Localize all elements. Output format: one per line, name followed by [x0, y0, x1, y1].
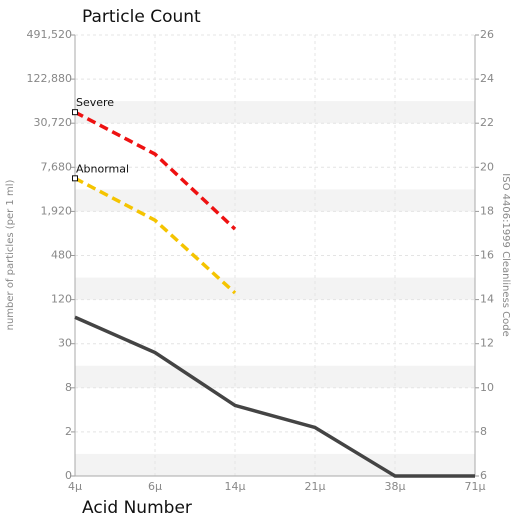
series-label: Severe — [76, 96, 114, 109]
y2-tick-label: 20 — [480, 160, 494, 173]
y2-tick-label: 10 — [480, 381, 494, 394]
y-tick-label: 120 — [51, 293, 72, 306]
y-tick-label: 2 — [65, 425, 72, 438]
y-tick-label: 30,720 — [34, 116, 73, 129]
y-tick-label: 1,920 — [41, 204, 73, 217]
y-tick-label: 8 — [65, 381, 72, 394]
band — [75, 453, 475, 476]
y-tick-label: 7,680 — [41, 160, 73, 173]
series-line — [74, 176, 237, 295]
y2-tick-label: 6 — [480, 469, 487, 482]
x-tick-label: 38μ — [385, 480, 406, 493]
series-label: Abnormal — [76, 162, 129, 175]
y-tick-label: 30 — [58, 337, 72, 350]
y2-tick-label: 8 — [480, 425, 487, 438]
y2-tick-label: 14 — [480, 293, 494, 306]
y2-tick-label: 24 — [480, 72, 494, 85]
series-marker — [72, 109, 78, 116]
y-tick-label: 122,880 — [27, 72, 73, 85]
y2-axis-title: ISO 4406:1999 Cleanliness Code — [500, 173, 511, 336]
y2-tick-label: 18 — [480, 204, 494, 217]
x-tick-label: 21μ — [305, 480, 326, 493]
y2-tick-label: 22 — [480, 116, 494, 129]
x-tick-label: 6μ — [148, 480, 162, 493]
series-line — [74, 315, 475, 478]
y2-tick-label: 12 — [480, 337, 494, 350]
x-tick-label: 4μ — [68, 480, 82, 493]
chart-subtitle: Acid Number — [82, 498, 192, 517]
band — [75, 189, 475, 212]
x-tick-label: 14μ — [225, 480, 246, 493]
y-tick-label: 480 — [51, 249, 72, 262]
series-line — [74, 110, 237, 231]
band — [75, 277, 475, 300]
chart-title: Particle Count — [82, 7, 201, 27]
y2-tick-label: 26 — [480, 28, 494, 41]
x-tick-label: 71μ — [465, 480, 486, 493]
y-axis-title: number of particles (per 1 ml) — [5, 180, 16, 331]
series-marker — [72, 175, 78, 182]
band — [75, 101, 475, 124]
y-tick-label: 491,520 — [27, 28, 73, 41]
y2-tick-label: 16 — [480, 249, 494, 262]
y-tick-label: 0 — [65, 469, 72, 482]
band — [75, 365, 475, 388]
